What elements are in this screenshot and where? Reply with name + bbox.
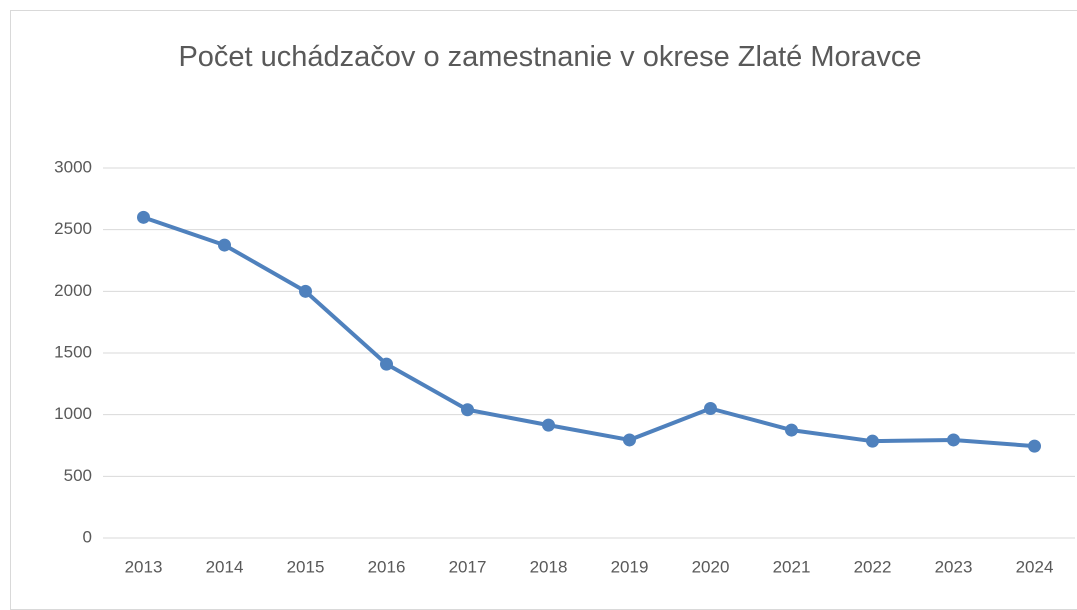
x-tick-label: 2017 bbox=[449, 557, 487, 576]
point-marker bbox=[542, 418, 555, 432]
y-tick-label: 500 bbox=[64, 466, 92, 485]
page: {"chart_data": {"type": "line", "title":… bbox=[10, 10, 1077, 610]
x-tick-label: 2015 bbox=[287, 557, 325, 576]
point-marker bbox=[1028, 439, 1041, 453]
x-tick-label: 2024 bbox=[1016, 557, 1054, 576]
point-marker bbox=[218, 238, 231, 252]
point-marker bbox=[137, 210, 150, 224]
y-tick-label: 3000 bbox=[54, 157, 92, 176]
point-marker bbox=[380, 357, 393, 371]
x-tick-label: 2014 bbox=[206, 557, 244, 576]
chart: 0 500 1000 1500 2000 2500 3000 2013 2014 2015 2016… bbox=[54, 157, 1075, 576]
point-marker bbox=[461, 403, 474, 417]
y-tick-label: 2000 bbox=[54, 281, 92, 300]
point-marker bbox=[866, 434, 879, 448]
point-marker bbox=[785, 423, 798, 437]
x-tick-label: 2021 bbox=[773, 557, 811, 576]
point-marker bbox=[299, 284, 312, 298]
point-marker bbox=[947, 433, 960, 447]
x-tick-label: 2016 bbox=[368, 557, 406, 576]
y-tick-label: 0 bbox=[83, 527, 92, 546]
y-tick-label: 2500 bbox=[54, 219, 92, 238]
x-tick-label: 2018 bbox=[530, 557, 568, 576]
point-marker bbox=[623, 433, 636, 447]
x-tick-label: 2022 bbox=[854, 557, 892, 576]
y-tick-label: 1000 bbox=[54, 404, 92, 423]
x-tick-label: 2019 bbox=[611, 557, 649, 576]
x-tick-label: 2020 bbox=[692, 557, 730, 576]
chart-title: Počet uchádzačov o zamestnanie v okrese … bbox=[178, 41, 922, 73]
series-line bbox=[142, 215, 1035, 449]
y-tick-label: 1500 bbox=[54, 342, 92, 361]
point-marker bbox=[704, 402, 717, 415]
x-tick-label: 2013 bbox=[125, 557, 163, 576]
x-tick-label: 2023 bbox=[935, 557, 973, 576]
